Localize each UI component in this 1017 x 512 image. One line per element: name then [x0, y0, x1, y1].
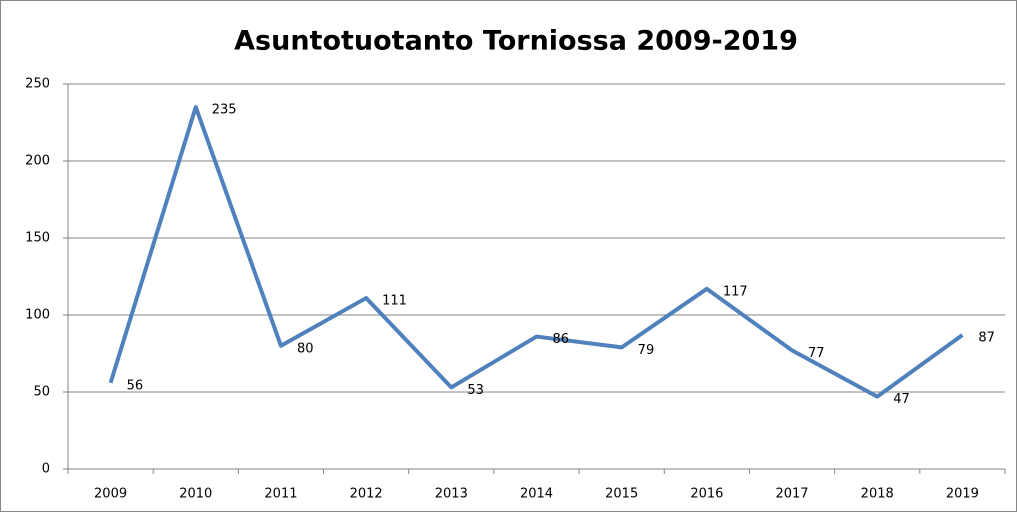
x-tick-label: 2012	[350, 487, 383, 502]
data-label: 47	[893, 392, 910, 407]
x-tick-label: 2016	[690, 487, 723, 502]
x-tick-label: 2011	[264, 487, 297, 502]
data-label: 53	[467, 383, 484, 398]
data-label: 86	[553, 332, 570, 347]
y-tick-label: 50	[33, 385, 50, 400]
data-label: 56	[127, 378, 144, 393]
data-label: 77	[808, 346, 825, 361]
data-label: 117	[723, 284, 748, 299]
y-tick-label: 0	[42, 462, 50, 477]
data-label: 80	[297, 341, 314, 356]
x-tick-label: 2009	[94, 487, 127, 502]
x-tick-label: 2014	[520, 487, 553, 502]
data-label: 235	[212, 103, 237, 118]
y-tick-label: 200	[25, 154, 50, 169]
x-tick-label: 2018	[861, 487, 894, 502]
data-label: 79	[638, 343, 655, 358]
x-tick-label: 2013	[435, 487, 468, 502]
x-tick-label: 2015	[605, 487, 638, 502]
x-tick-label: 2017	[775, 487, 808, 502]
y-tick-label: 250	[25, 77, 50, 92]
data-label: 111	[382, 294, 407, 309]
data-label: 87	[978, 331, 995, 346]
y-tick-label: 100	[25, 308, 50, 323]
x-tick-label: 2010	[179, 487, 212, 502]
y-tick-label: 150	[25, 231, 50, 246]
data-line	[108, 105, 964, 399]
chart-title: Asuntotuotanto Torniossa 2009-2019	[234, 26, 798, 57]
x-tick-label: 2019	[946, 487, 979, 502]
